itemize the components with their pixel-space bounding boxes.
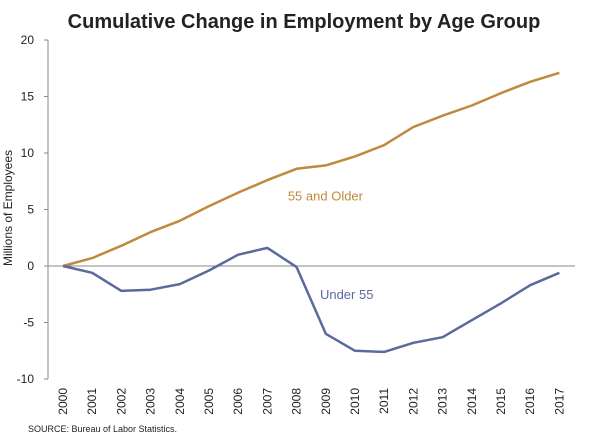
x-tick-label: 2010: [348, 388, 362, 415]
series-label-1: Under 55: [320, 287, 373, 302]
x-tick-label: 2016: [523, 388, 537, 415]
y-tick-label: 0: [27, 259, 34, 273]
axes: [47, 40, 575, 379]
x-tick-label: 2015: [494, 388, 508, 415]
x-tick-label: 2017: [552, 388, 566, 415]
series-label-0: 55 and Older: [288, 188, 364, 203]
series-labels: 55 and Older Under 55: [288, 188, 374, 301]
y-tick-label: 5: [27, 203, 34, 217]
x-tick-label: 2001: [85, 388, 99, 415]
x-tick-label: 2009: [319, 388, 333, 415]
x-tick-label: 2012: [406, 388, 420, 415]
y-tick-label: -10: [17, 372, 35, 386]
y-tick-label: 15: [21, 90, 35, 104]
x-ticks: 2000 2001 2002 2003 2004 2005 2006 2007 2008 2009…: [56, 388, 566, 415]
y-axis-label: Millions of Employees: [1, 150, 15, 266]
x-tick-label: 2006: [231, 388, 245, 415]
series-lines: [62, 71, 560, 354]
series-line-1: [62, 246, 560, 354]
chart-title: Cumulative Change in Employment by Age G…: [68, 11, 541, 33]
x-tick-label: 2005: [202, 388, 216, 415]
y-tick-label: 20: [21, 33, 35, 47]
x-tick-label: 2014: [465, 388, 479, 415]
y-tick-label: -5: [23, 316, 34, 330]
y-ticks: 20 15 10 5 0 -5 -10: [17, 33, 48, 386]
y-tick-label: 10: [21, 146, 35, 160]
x-tick-label: 2011: [377, 388, 391, 414]
x-tick-label: 2008: [290, 388, 304, 415]
x-tick-label: 2003: [144, 388, 158, 415]
series-line-0: [62, 71, 560, 268]
source-note: SOURCE: Bureau of Labor Statistics.: [28, 424, 177, 434]
x-tick-label: 2002: [114, 388, 128, 415]
x-tick-label: 2004: [173, 388, 187, 415]
x-tick-label: 2000: [56, 388, 70, 415]
x-tick-label: 2013: [436, 388, 450, 415]
x-tick-label: 2007: [260, 388, 274, 415]
